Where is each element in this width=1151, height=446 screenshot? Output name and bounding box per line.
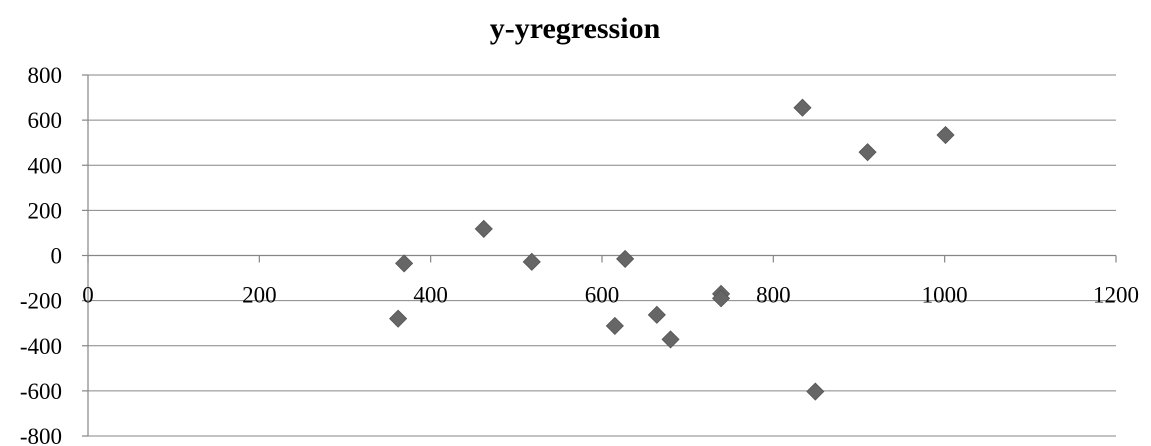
data-point bbox=[474, 219, 493, 238]
data-point bbox=[661, 330, 680, 349]
y-tick-label: 0 bbox=[51, 244, 63, 269]
grid-lines bbox=[88, 74, 1116, 437]
y-tick-label: 800 bbox=[28, 63, 63, 88]
data-point bbox=[605, 316, 624, 335]
x-tick-label: 600 bbox=[585, 283, 620, 308]
data-point bbox=[793, 98, 812, 117]
data-point bbox=[395, 254, 414, 273]
y-tick-label: -600 bbox=[20, 379, 62, 404]
data-point bbox=[712, 289, 731, 308]
y-tick-label: 200 bbox=[28, 198, 63, 223]
chart-title: y-yregression bbox=[490, 12, 661, 45]
x-tick-labels: 0 200 400 600 800 1000 1200 bbox=[82, 283, 1139, 308]
y-tick-labels: 800 600 400 200 0 -200 -400 -600 -800 bbox=[20, 63, 62, 446]
y-tick-label: 400 bbox=[28, 153, 63, 178]
data-points bbox=[389, 98, 955, 401]
data-point bbox=[616, 249, 635, 268]
axes bbox=[82, 74, 1117, 437]
x-tick-label: 200 bbox=[242, 283, 277, 308]
y-tick-label: 600 bbox=[28, 108, 63, 133]
y-tick-label: -800 bbox=[20, 424, 62, 446]
data-point bbox=[647, 305, 666, 324]
data-point bbox=[858, 143, 877, 162]
x-tick-label: 1200 bbox=[1093, 283, 1139, 308]
x-tick-label: 800 bbox=[756, 283, 791, 308]
x-tick-label: 400 bbox=[413, 283, 448, 308]
data-point bbox=[522, 252, 541, 271]
x-tick-label: 0 bbox=[82, 283, 94, 308]
x-tick-label: 1000 bbox=[922, 283, 968, 308]
data-point bbox=[389, 309, 408, 328]
y-tick-label: -400 bbox=[20, 334, 62, 359]
data-point bbox=[936, 125, 955, 145]
y-tick-label: -200 bbox=[20, 289, 62, 314]
data-point bbox=[806, 382, 825, 401]
